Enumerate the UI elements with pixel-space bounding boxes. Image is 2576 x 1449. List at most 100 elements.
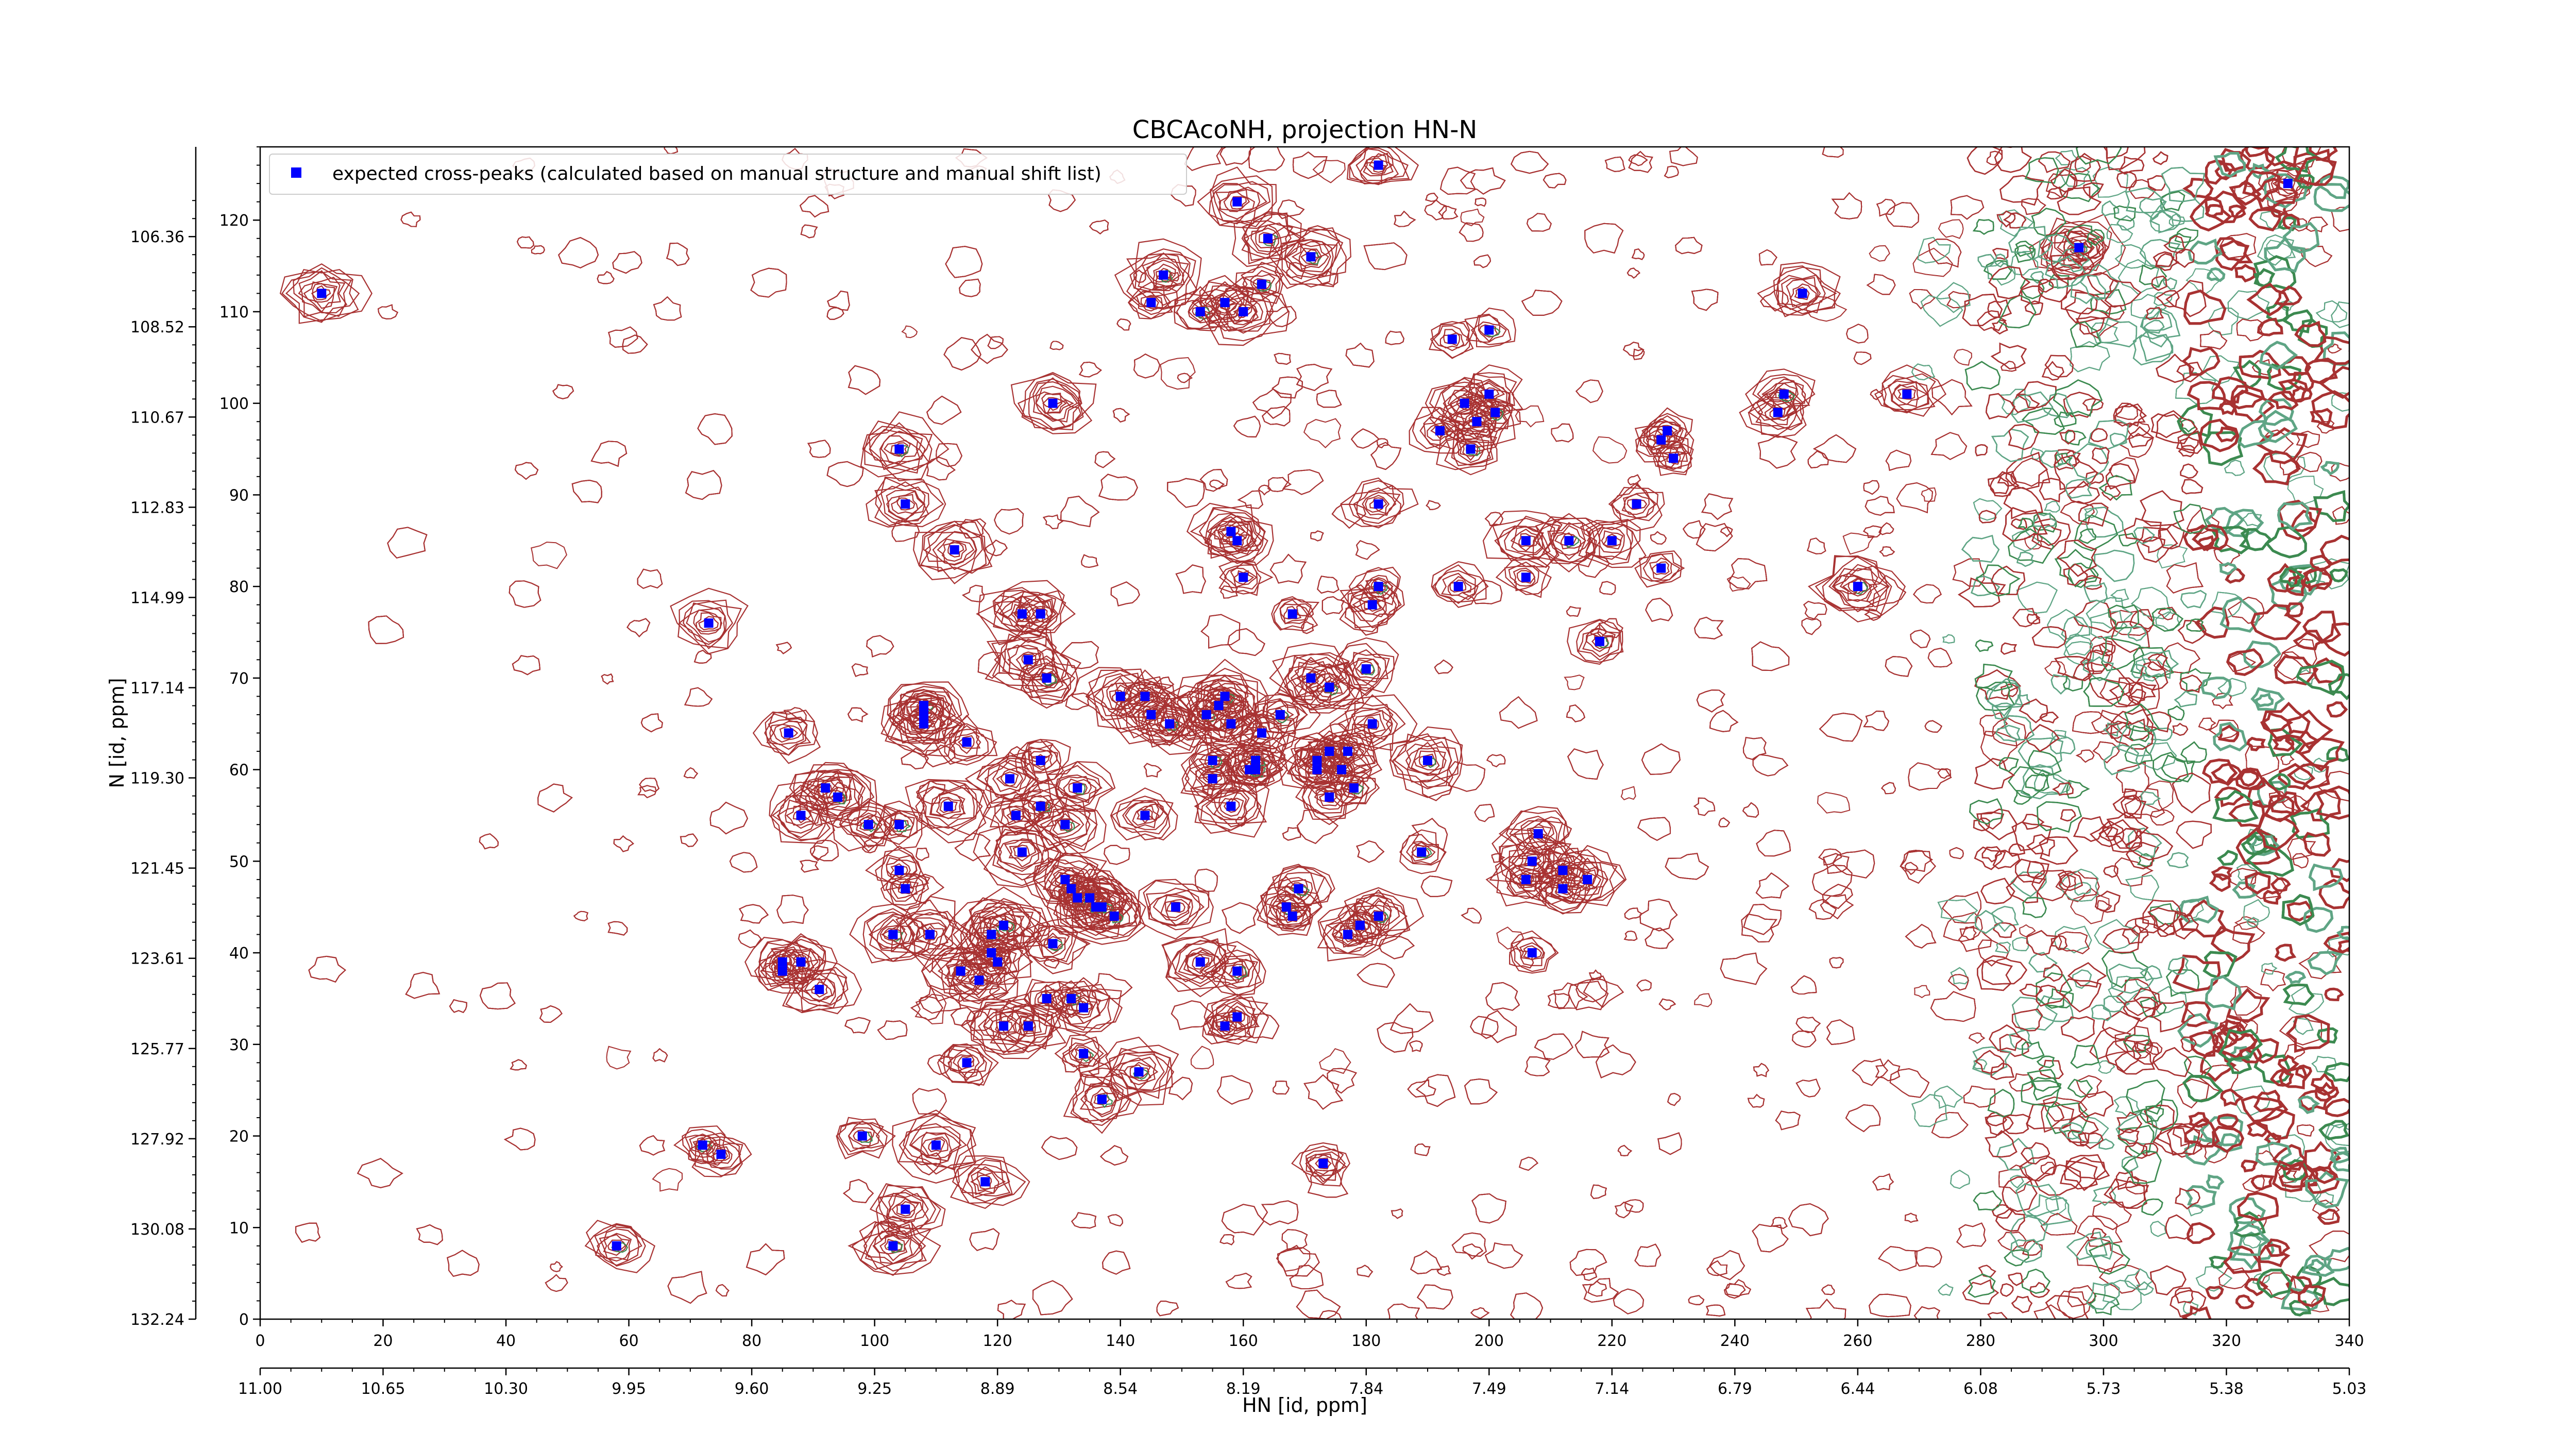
contour-line (1318, 1310, 1342, 1319)
contour-line (1511, 150, 1549, 174)
contour-line (666, 242, 690, 266)
contour-line (1296, 364, 1333, 391)
contour-line (875, 477, 946, 528)
contour-line (990, 914, 1015, 937)
contour-line (920, 520, 987, 574)
contour-line (1041, 392, 1067, 414)
contour-line (1228, 713, 1292, 761)
contour-line (1149, 707, 1192, 744)
contour-line (1534, 1033, 1573, 1060)
contour-line (1691, 289, 1719, 311)
contour-line (1520, 820, 1555, 849)
contour-line (1634, 1243, 1662, 1267)
contour-line (2058, 931, 2090, 954)
contour-line (1110, 1048, 1171, 1100)
contour-line (1240, 266, 1285, 301)
contour-line (1411, 841, 1436, 862)
contour-line (776, 895, 809, 924)
contour-line (1534, 513, 1596, 565)
contour-line (880, 873, 931, 911)
contour-line (1893, 384, 1919, 406)
contour-line (1357, 1265, 1374, 1278)
contour-line (1807, 450, 1829, 468)
contour-line (1173, 285, 1229, 330)
contour-line (765, 713, 808, 756)
contour-line (1250, 274, 1276, 294)
contour-line (1190, 1046, 1214, 1070)
contour-line (1792, 1030, 1817, 1048)
contour-line (899, 911, 957, 961)
contour-line (1153, 894, 1193, 926)
contour-line (1097, 905, 1130, 930)
contour-line (2040, 450, 2064, 468)
contour-line (2177, 1079, 2210, 1109)
contour-line (1985, 393, 2016, 420)
contour-line (1556, 862, 1618, 901)
contour-line (1885, 449, 1912, 471)
contour-line (843, 1179, 874, 1203)
contour-line (1291, 659, 1375, 710)
contour-line (936, 797, 962, 816)
contour-line (2001, 361, 2017, 372)
contour-line (683, 599, 734, 650)
contour-line (2244, 871, 2271, 895)
contour-line (1845, 1104, 1881, 1133)
contour-line (1210, 954, 1262, 988)
contour-line (2090, 428, 2108, 442)
contour-line (1410, 1250, 1443, 1274)
contour-line (1585, 519, 1641, 565)
contour-line (1439, 166, 1477, 195)
contour-line (1513, 567, 1536, 587)
contour-line (1807, 450, 1829, 468)
contour-line (1110, 787, 1178, 841)
contour-line (1102, 1250, 1131, 1275)
contour-line (978, 580, 1065, 647)
contour-line (622, 334, 648, 354)
contour-line (1775, 1110, 1801, 1131)
contour-line (1930, 991, 1976, 1022)
contour-line (934, 715, 998, 765)
contour-line (1931, 1111, 1969, 1138)
contour-line (1110, 581, 1140, 606)
contour-line (1461, 907, 1482, 924)
contour-line (1972, 218, 1994, 235)
contour-line (1469, 389, 1521, 433)
contour-line (1515, 405, 1545, 428)
contour-line (1024, 662, 1070, 693)
contour-line (1230, 567, 1258, 588)
contour-line (1742, 802, 1759, 818)
contour-line (1228, 1009, 1245, 1023)
contour-line (782, 959, 862, 1012)
contour-line (2147, 907, 2191, 936)
contour-line (1062, 1036, 1101, 1068)
contour-line (1720, 526, 1733, 537)
contour-line (804, 978, 833, 1001)
contour-line (1385, 330, 1404, 345)
contour-line (1438, 206, 1459, 220)
contour-line (1363, 242, 1408, 271)
contour-line (985, 539, 1008, 557)
contour-line (1316, 676, 1343, 698)
contour-line (701, 1139, 743, 1170)
contour-line (693, 649, 712, 664)
contour-line (1324, 768, 1380, 807)
contour-line (2226, 652, 2256, 672)
contour-line (1024, 797, 1107, 855)
contour-line (1989, 1024, 2024, 1052)
contour-line (357, 1158, 403, 1188)
contour-line (1872, 1173, 1894, 1191)
contour-line (1998, 757, 2019, 772)
contour-line (960, 938, 1031, 985)
contour-line (984, 953, 1011, 972)
contour-line (983, 825, 1062, 886)
contour-line (1042, 514, 1064, 530)
contour-line (1219, 798, 1244, 817)
contour-line (1499, 696, 1538, 729)
contour-line (1691, 289, 1719, 311)
contour-line (1806, 1299, 1846, 1319)
contour-line (1014, 738, 1071, 783)
contour-line (1755, 872, 1790, 899)
contour-line (952, 956, 1019, 1004)
contour-line (1168, 1076, 1193, 1101)
contour-line (1370, 442, 1402, 470)
